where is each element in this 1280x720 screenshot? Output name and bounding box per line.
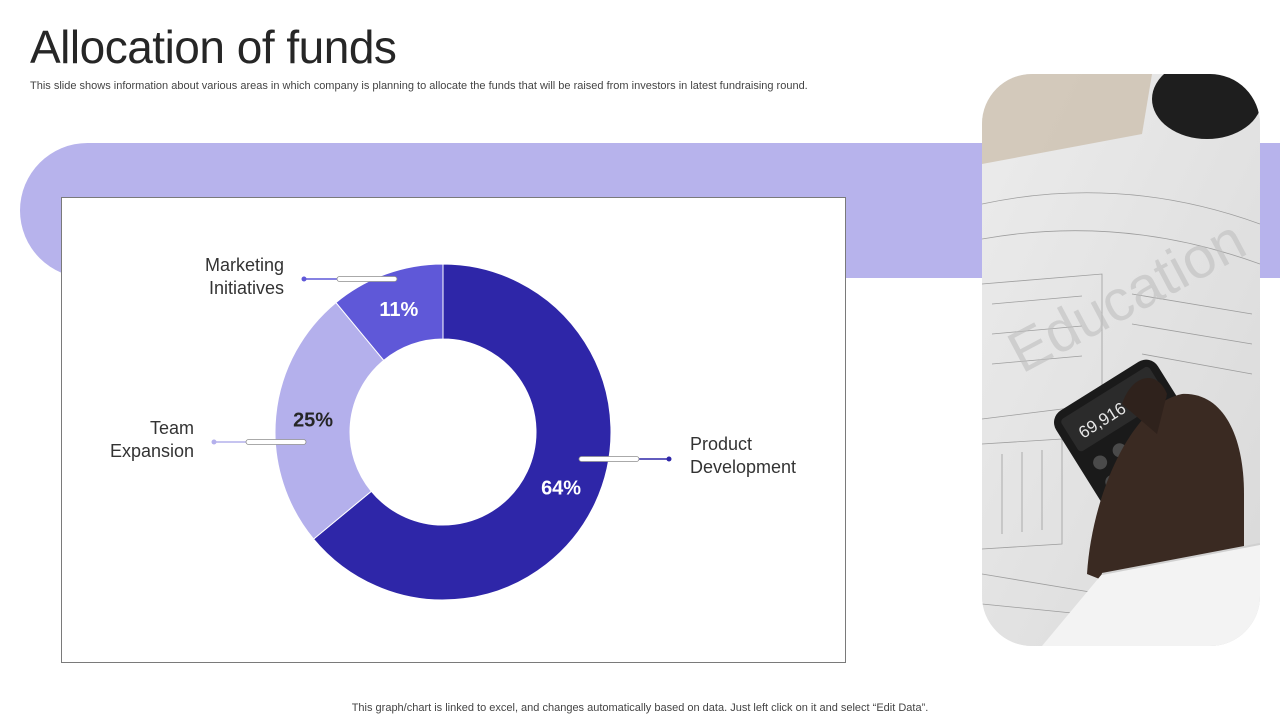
leader-dot-marketing-initiatives xyxy=(301,276,307,282)
leader-dot-team-expansion xyxy=(211,439,217,445)
category-label-marketing-initiatives: Marketing Initiatives xyxy=(205,255,284,298)
leader-dot-product-development xyxy=(666,456,672,462)
value-label-product-development: 64% xyxy=(541,478,581,500)
donut-slice-marketing-initiatives[interactable] xyxy=(335,263,444,362)
value-label-team-expansion: 25% xyxy=(293,410,333,432)
leader-pill-product-development xyxy=(578,456,640,462)
value-label-marketing-initiatives: 11% xyxy=(379,299,418,321)
donut-chart: 64% 25% 11% Product Development Team Expansio… xyxy=(110,255,796,601)
chart-panel[interactable]: 64% 25% 11% Product Development Team Expansio… xyxy=(61,197,846,663)
category-label-team-expansion: Team Expansion xyxy=(110,418,194,461)
slide-subtitle: This slide shows information about vario… xyxy=(30,80,808,92)
category-label-product-development: Product Development xyxy=(690,434,796,477)
chart-footnote: This graph/chart is linked to excel, and… xyxy=(351,702,929,714)
slide-title: Allocation of funds xyxy=(30,21,397,73)
leader-pill-marketing-initiatives xyxy=(336,276,398,282)
photo-calculator-blueprint: Education 69,916 xyxy=(982,74,1260,646)
donut-slice-team-expansion[interactable] xyxy=(274,301,385,540)
donut-slice-product-development[interactable] xyxy=(312,263,612,601)
leader-pill-team-expansion xyxy=(245,439,307,445)
